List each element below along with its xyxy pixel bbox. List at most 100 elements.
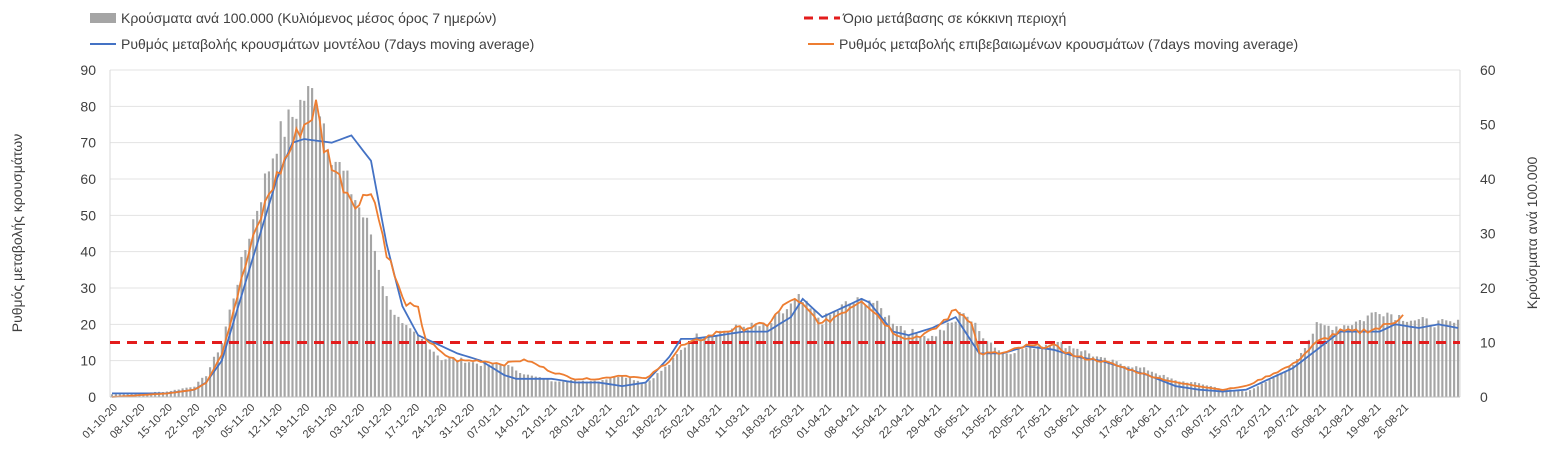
bar [966, 316, 969, 397]
bar [974, 322, 977, 397]
bar [1158, 375, 1161, 397]
bar [468, 362, 471, 397]
bar [1256, 386, 1259, 397]
bar [330, 165, 333, 397]
bar [228, 309, 231, 397]
bar [664, 366, 667, 397]
y-right-tick-label: 10 [1480, 335, 1496, 351]
bar [566, 380, 569, 397]
bar [660, 370, 663, 397]
bar [212, 356, 216, 397]
bar [1190, 382, 1193, 397]
y-left-tick-label: 10 [80, 353, 96, 369]
bar [1370, 312, 1373, 397]
bar [354, 200, 357, 397]
bar [1166, 377, 1169, 397]
bar [1398, 314, 1401, 397]
y-left-tick-label: 90 [80, 62, 96, 78]
bar [1307, 339, 1310, 397]
bar [915, 333, 918, 397]
y-left-tick-label: 30 [80, 280, 96, 296]
bar [1076, 348, 1079, 397]
bar [534, 376, 537, 397]
bar [883, 316, 887, 397]
bar [185, 387, 188, 397]
bar [479, 365, 482, 397]
y-left-tick-label: 70 [80, 135, 96, 151]
bar [1292, 364, 1295, 397]
bar [813, 310, 816, 397]
bar [248, 238, 251, 397]
bar [809, 308, 812, 397]
bar [1013, 353, 1016, 397]
confirmed-rate-line [111, 99, 1404, 398]
bar [1409, 320, 1413, 397]
bar [197, 381, 200, 397]
bar [1115, 361, 1118, 397]
bar [1350, 325, 1354, 397]
bar [1296, 359, 1299, 397]
bar [1315, 322, 1318, 397]
bar [562, 381, 565, 397]
bar [1221, 388, 1224, 397]
bar [460, 357, 463, 397]
bar [1072, 348, 1075, 397]
bar [1068, 345, 1071, 397]
bar [923, 336, 926, 397]
bar [263, 173, 267, 397]
bar [577, 381, 581, 397]
bar [1378, 314, 1381, 397]
bar [805, 300, 808, 397]
bar [452, 357, 455, 397]
bar [1358, 320, 1362, 397]
bar [1182, 381, 1185, 397]
bar [1170, 378, 1173, 397]
bar [322, 123, 325, 397]
bar-series [110, 86, 1460, 398]
bar [475, 363, 479, 397]
bar [927, 338, 930, 397]
bar [734, 324, 738, 397]
bar [554, 381, 557, 397]
legend-confirmed-label: Ρυθμός μεταβολής επιβεβαιωμένων κρουσμάτ… [839, 36, 1298, 52]
bar [208, 367, 212, 397]
bar [1080, 351, 1083, 397]
bar [519, 373, 522, 397]
bar [581, 380, 584, 397]
bar [691, 340, 694, 397]
bar [1323, 325, 1326, 397]
bar [628, 377, 632, 397]
bar [1209, 386, 1212, 397]
bar [958, 312, 961, 397]
bar [1139, 367, 1142, 397]
bar [679, 349, 683, 397]
bar [283, 136, 286, 397]
bar [260, 202, 263, 397]
bar [1311, 333, 1314, 397]
bar [1280, 372, 1283, 397]
bar [589, 381, 592, 397]
bar [413, 331, 416, 397]
bar [636, 380, 639, 397]
bar [1146, 370, 1150, 397]
bar [648, 380, 651, 397]
bar [832, 310, 836, 397]
bar [409, 328, 412, 397]
bar [993, 347, 997, 397]
bar [1303, 348, 1307, 397]
bar [1001, 353, 1004, 397]
bar [774, 314, 777, 397]
bar [440, 360, 443, 397]
bar [683, 347, 687, 397]
bar [1056, 341, 1059, 397]
bar [1033, 348, 1036, 397]
bar [373, 250, 376, 397]
bar [911, 328, 914, 397]
bar [314, 105, 318, 398]
bar [201, 377, 204, 397]
bar [1374, 312, 1377, 397]
bar [224, 326, 227, 397]
bar [570, 380, 573, 397]
bar [942, 330, 946, 397]
bar [1394, 320, 1397, 397]
